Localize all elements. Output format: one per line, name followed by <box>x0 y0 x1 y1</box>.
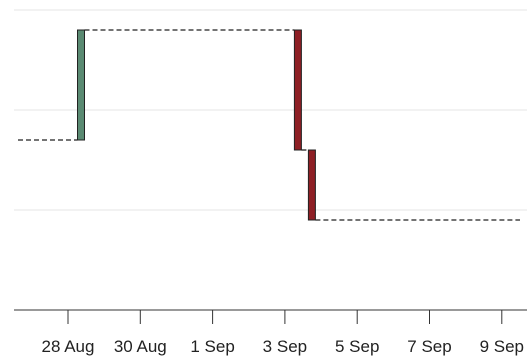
x-axis-ticks: 28 Aug 30 Aug 1 Sep 3 Sep 5 Sep 7 Sep 9 Sep <box>42 310 524 356</box>
x-tick-label: 28 Aug <box>42 337 95 356</box>
waterfall-bar <box>77 29 85 141</box>
connector-lines <box>18 29 520 221</box>
waterfall-bar <box>307 149 316 221</box>
waterfall-bar <box>293 29 302 151</box>
x-tick-label: 9 Sep <box>480 337 524 356</box>
bars <box>77 29 316 221</box>
gridlines <box>14 9 527 211</box>
x-tick-label: 7 Sep <box>407 337 451 356</box>
x-tick-label: 1 Sep <box>190 337 234 356</box>
x-tick-label: 3 Sep <box>263 337 307 356</box>
x-tick-label: 30 Aug <box>114 337 167 356</box>
x-tick-label: 5 Sep <box>335 337 379 356</box>
